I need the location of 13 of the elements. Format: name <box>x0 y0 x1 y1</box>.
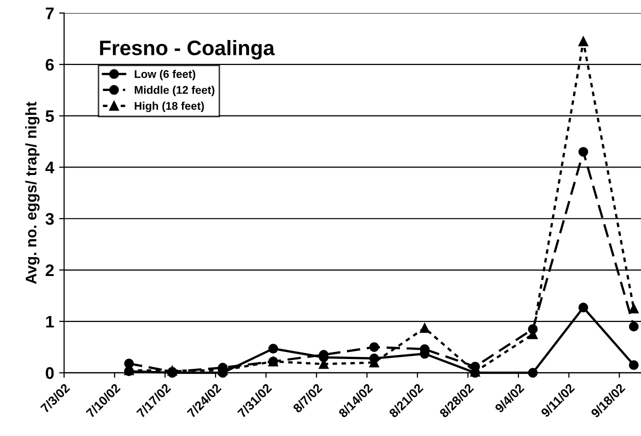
y-tick-label: 7 <box>46 8 54 20</box>
y-tick-label: 3 <box>45 213 54 225</box>
y-tick-label: 5 <box>46 110 54 122</box>
y-tick-label: 6 <box>46 58 54 71</box>
text: Fresno - Coalinga <box>100 40 275 60</box>
y-axis-title: Avg. no. eggs/ trap/ night <box>25 102 40 284</box>
legend-label: High (18 feet) <box>134 102 204 112</box>
y-tick-label: 1 <box>46 316 54 328</box>
y-tick-label: 0 <box>46 367 54 379</box>
legend-label: Low (6 feet) <box>134 70 196 80</box>
y-tick-label: 4 <box>45 162 54 174</box>
y-tick-label: 2 <box>46 264 54 276</box>
legend-label: Middle (12 feet) <box>134 86 214 96</box>
